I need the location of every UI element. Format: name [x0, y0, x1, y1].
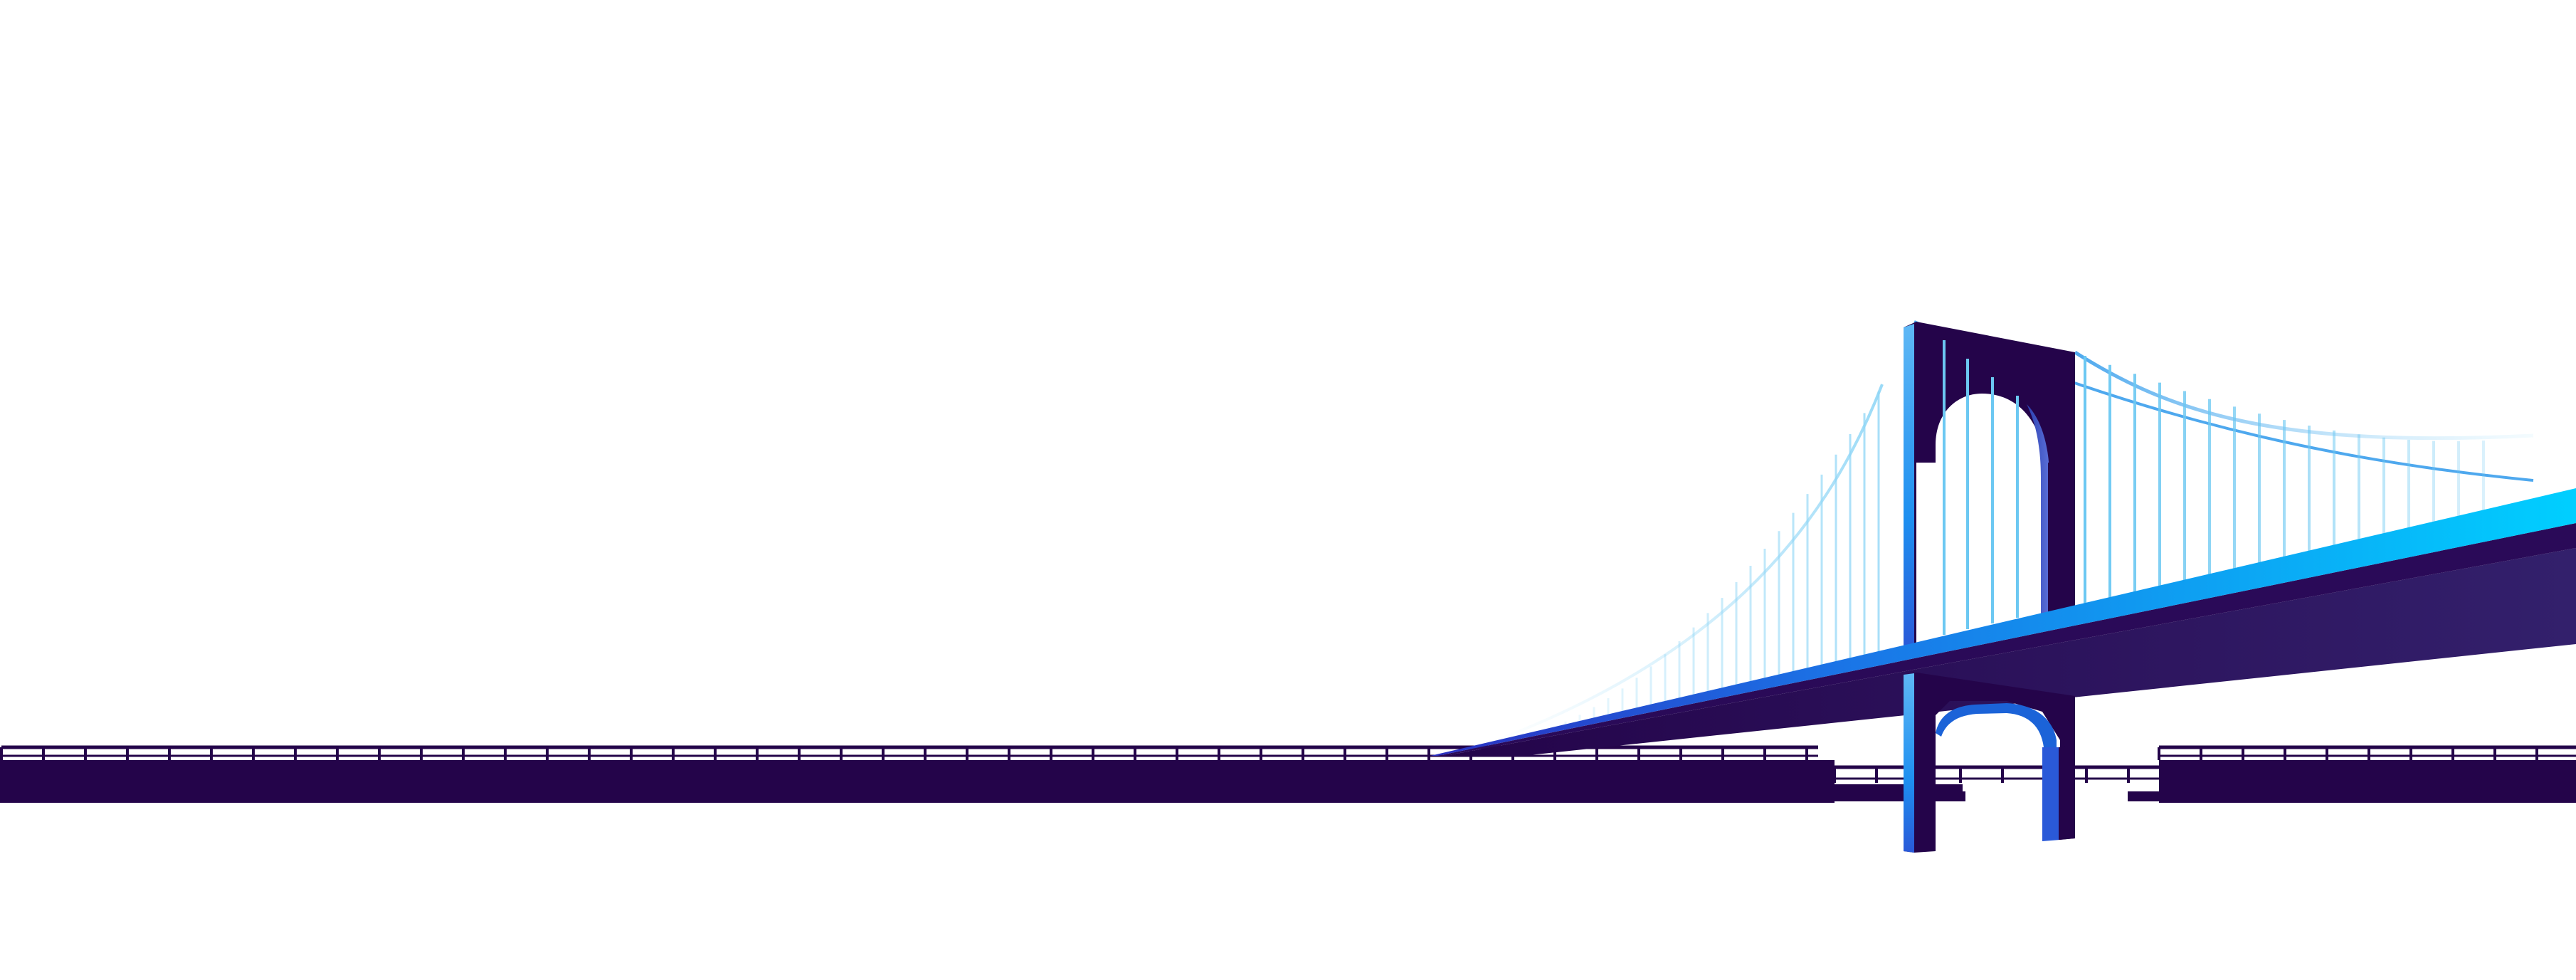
left-causeway: [0, 745, 1835, 803]
right-causeway: [2158, 745, 2576, 803]
far-main-cable-right-upper: [2074, 350, 2534, 441]
right-causeway-railing: [2158, 745, 2576, 760]
tower-lower-right-leg: [2042, 747, 2060, 841]
far-main-cable-left: [1487, 384, 1884, 745]
tower-left-leg-face: [1904, 324, 1914, 649]
tower-upper-body: [1904, 322, 2075, 648]
tower-hangers: [1943, 340, 2019, 635]
tower-lower: [1904, 673, 2075, 853]
tower-lower-arch-shade: [1936, 703, 2057, 747]
right-causeway-deck: [2159, 760, 2576, 803]
tower-arch-opening: [1936, 394, 2046, 644]
tower-arch-inner-shade: [2027, 404, 2049, 618]
main-deck: [1430, 488, 2576, 756]
middle-approach: [1833, 765, 2159, 801]
tower-lower-body: [1904, 673, 2075, 853]
main-deck-surface: [1430, 488, 2576, 756]
middle-approach-deck-right: [2128, 791, 2159, 801]
tower-lower-left-face: [1904, 673, 1914, 853]
tower-right-leg: [2048, 463, 2060, 616]
middle-approach-deck: [1835, 791, 1965, 801]
middle-approach-railing: [1833, 765, 2159, 783]
middle-approach-beam: [1835, 784, 1963, 791]
tower-upper: [1904, 322, 2075, 649]
left-causeway-deck: [0, 760, 1835, 803]
hangers-right: [2084, 356, 2485, 609]
